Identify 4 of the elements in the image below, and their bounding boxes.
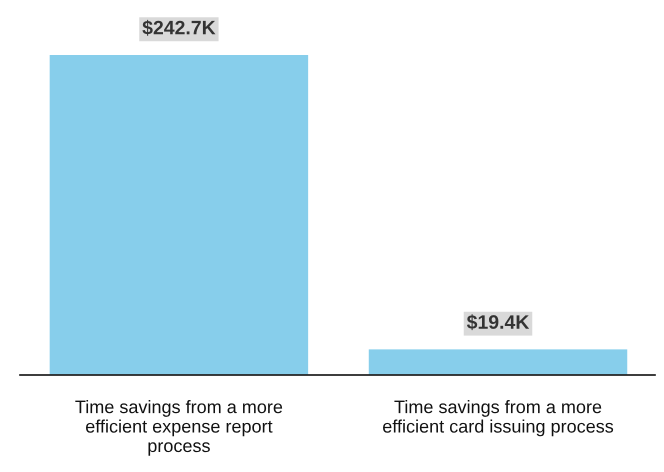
x-tick-label: Time savings from a more efficient expense report process (75, 400, 282, 456)
data-label: $242.7K (142, 20, 216, 36)
data-label: $19.4K (466, 314, 530, 330)
x-tick-label: Time savings from a more efficient card issuing process (383, 400, 614, 436)
